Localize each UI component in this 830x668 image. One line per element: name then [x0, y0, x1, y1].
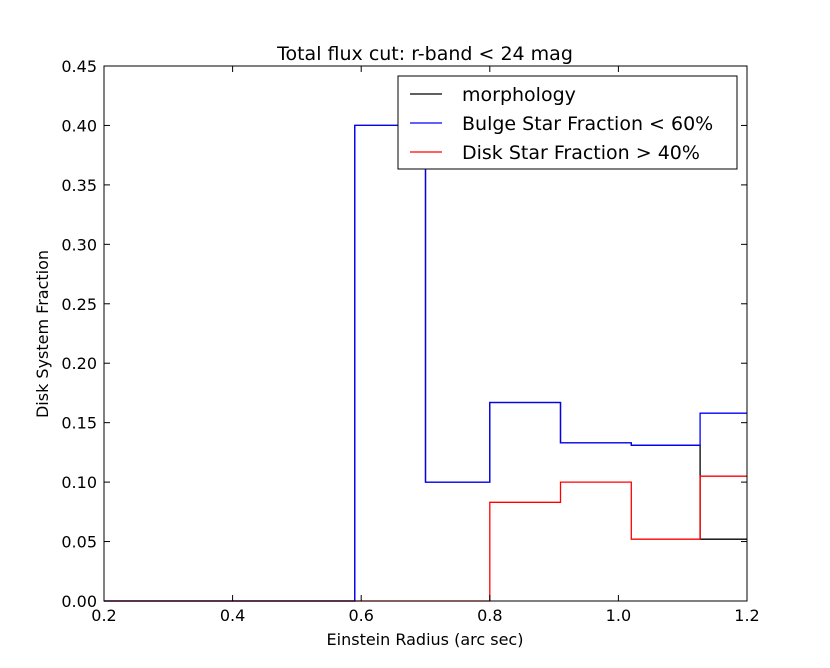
y-tick-label: 0.30: [61, 235, 97, 254]
x-axis: 0.2 0.4 0.6 0.8 1.0 1.2: [91, 66, 760, 625]
y-axis-label: Disk System Fraction: [33, 250, 52, 418]
x-tick-label: 1.0: [606, 606, 631, 625]
y-tick-label: 0.40: [61, 116, 97, 135]
x-tick-label: 0.2: [91, 606, 116, 625]
y-tick-label: 0.45: [61, 57, 97, 76]
y-tick-label: 0.15: [61, 414, 97, 433]
x-tick-label: 0.4: [220, 606, 245, 625]
y-tick-label: 0.35: [61, 176, 97, 195]
plot-frame: [103, 65, 748, 602]
legend: morphology Bulge Star Fraction < 60% Disk …: [397, 75, 738, 170]
y-tick-label: 0.00: [61, 592, 97, 611]
x-tick-label: 0.6: [348, 606, 373, 625]
x-axis-label: Einstein Radius (arc sec): [327, 630, 524, 649]
legend-label-1: Bulge Star Fraction < 60%: [462, 113, 713, 135]
y-tick-label: 0.25: [61, 295, 97, 314]
x-tick-label: 1.2: [734, 606, 759, 625]
legend-label-0: morphology: [462, 84, 576, 106]
series-line-2: [104, 475, 747, 602]
chart-title: Total flux cut: r-band < 24 mag: [276, 43, 573, 65]
y-tick-label: 0.05: [61, 533, 97, 552]
y-axis: 0.00 0.05 0.10 0.15 0.20 0.25 0.30 0.35 0.40 0.45: [61, 57, 747, 611]
series-layer: [104, 124, 747, 602]
series-line-1: [104, 124, 747, 602]
legend-label-2: Disk Star Fraction > 40%: [462, 142, 700, 164]
y-tick-label: 0.10: [61, 473, 97, 492]
x-tick-label: 0.8: [477, 606, 502, 625]
y-tick-label: 0.20: [61, 354, 97, 373]
legend-box: [397, 75, 738, 170]
